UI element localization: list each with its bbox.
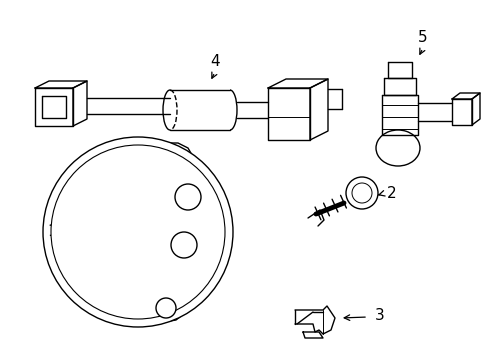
- Circle shape: [351, 183, 371, 203]
- Circle shape: [171, 232, 197, 258]
- Text: 2: 2: [386, 185, 396, 201]
- Text: 1: 1: [47, 225, 57, 239]
- Circle shape: [43, 137, 232, 327]
- Circle shape: [346, 177, 377, 209]
- Circle shape: [51, 145, 224, 319]
- Text: 4: 4: [210, 54, 220, 69]
- Text: 5: 5: [417, 31, 427, 45]
- Circle shape: [175, 184, 201, 210]
- Circle shape: [156, 298, 176, 318]
- Text: 3: 3: [374, 309, 384, 324]
